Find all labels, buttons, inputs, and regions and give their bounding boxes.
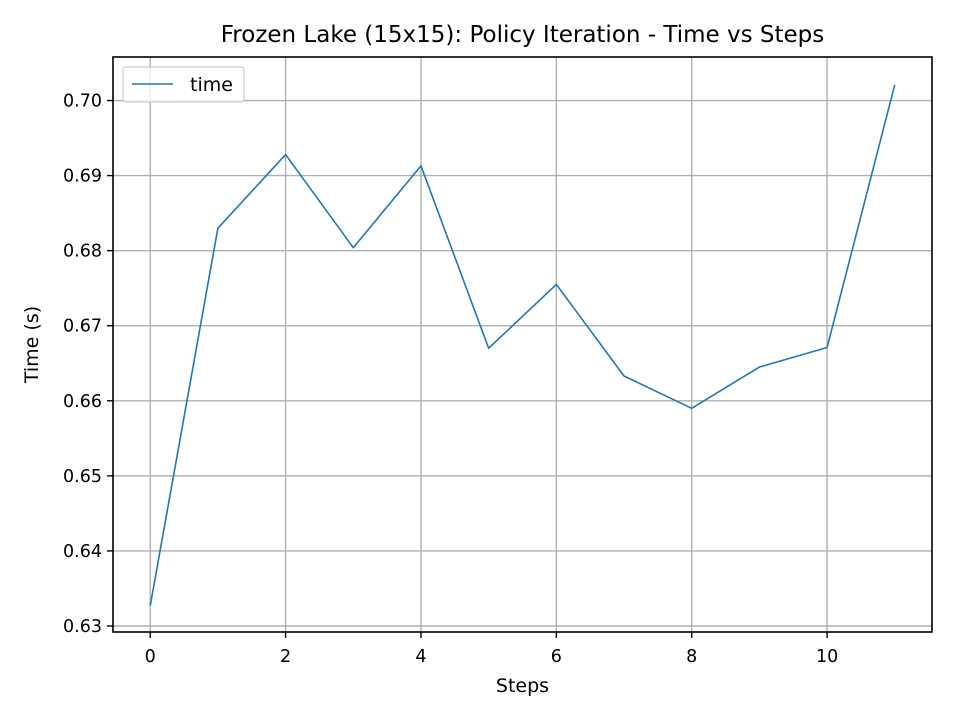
y-tick-label: 0.65 (63, 467, 102, 487)
legend-label-time: time (190, 74, 233, 96)
series-layer (149, 84, 896, 606)
y-axis-ticks: 0.63 0.64 0.65 0.66 0.67 0.68 0.69 0.70 (63, 92, 113, 637)
y-tick-label: 0.64 (63, 542, 102, 562)
y-tick-label: 0.63 (63, 617, 102, 637)
series-line-time (149, 84, 896, 606)
y-tick-label: 0.68 (63, 242, 102, 262)
x-tick-label: 4 (415, 647, 426, 667)
y-axis-label: Time (s) (21, 306, 43, 384)
x-axis-ticks: 0 2 4 6 8 10 (145, 632, 838, 667)
x-axis-label: Steps (496, 675, 549, 697)
x-tick-label: 10 (816, 647, 838, 667)
y-tick-label: 0.67 (63, 317, 102, 337)
y-tick-label: 0.70 (63, 92, 102, 112)
y-tick-label: 0.69 (63, 167, 102, 187)
x-tick-label: 0 (145, 647, 156, 667)
x-tick-label: 6 (551, 647, 562, 667)
plot-frame (112, 56, 933, 633)
x-tick-label: 2 (280, 647, 291, 667)
y-tick-label: 0.66 (63, 392, 102, 412)
legend-box (122, 66, 245, 103)
x-tick-label: 8 (686, 647, 697, 667)
chart-title: Frozen Lake (15x15): Policy Iteration - … (221, 22, 825, 48)
legend: time (122, 66, 245, 103)
